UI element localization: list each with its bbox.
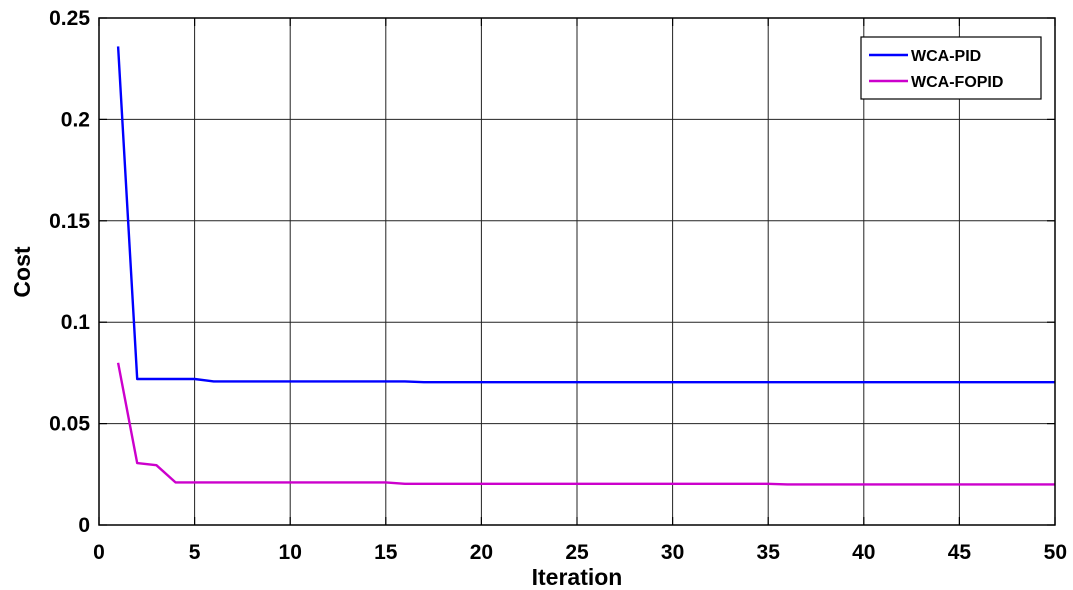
y-tick-label: 0.25	[49, 7, 90, 30]
x-axis-title: Iteration	[532, 564, 623, 590]
legend-box	[860, 36, 1042, 100]
x-tick-label: 20	[470, 541, 493, 564]
y-tick-label: 0.1	[61, 311, 91, 334]
x-tick-label: 30	[661, 541, 684, 564]
x-tick-label: 0	[93, 541, 105, 564]
x-tick-label: 40	[852, 541, 875, 564]
x-tick-label: 5	[189, 541, 201, 564]
y-tick-label: 0	[78, 514, 90, 537]
y-tick-label: 0.05	[49, 413, 90, 436]
x-tick-label: 35	[757, 541, 781, 564]
legend-label: WCA-FOPID	[911, 74, 1003, 91]
x-tick-label: 45	[948, 541, 972, 564]
y-tick-label: 0.2	[61, 108, 90, 131]
y-axis-title: Cost	[9, 246, 35, 297]
x-tick-label: 15	[374, 541, 398, 564]
x-tick-label: 50	[1044, 541, 1067, 564]
x-tick-label: 10	[279, 541, 302, 564]
series-line-wca-fopid	[116, 362, 1055, 486]
series-layer	[116, 46, 1055, 486]
legend: WCA-PID WCA-FOPID	[860, 36, 1042, 100]
y-tick-label: 0.15	[49, 210, 90, 233]
series-line-wca-pid	[116, 46, 1055, 384]
grid-lines	[99, 18, 1055, 525]
legend-label: WCA-PID	[911, 48, 981, 65]
x-tick-label: 25	[565, 541, 589, 564]
axis-ticks: 0 5 10 15 20 25 30 35 40 45 50 0 0.05 0.1 0.15 0.2 0.25	[49, 7, 1067, 564]
